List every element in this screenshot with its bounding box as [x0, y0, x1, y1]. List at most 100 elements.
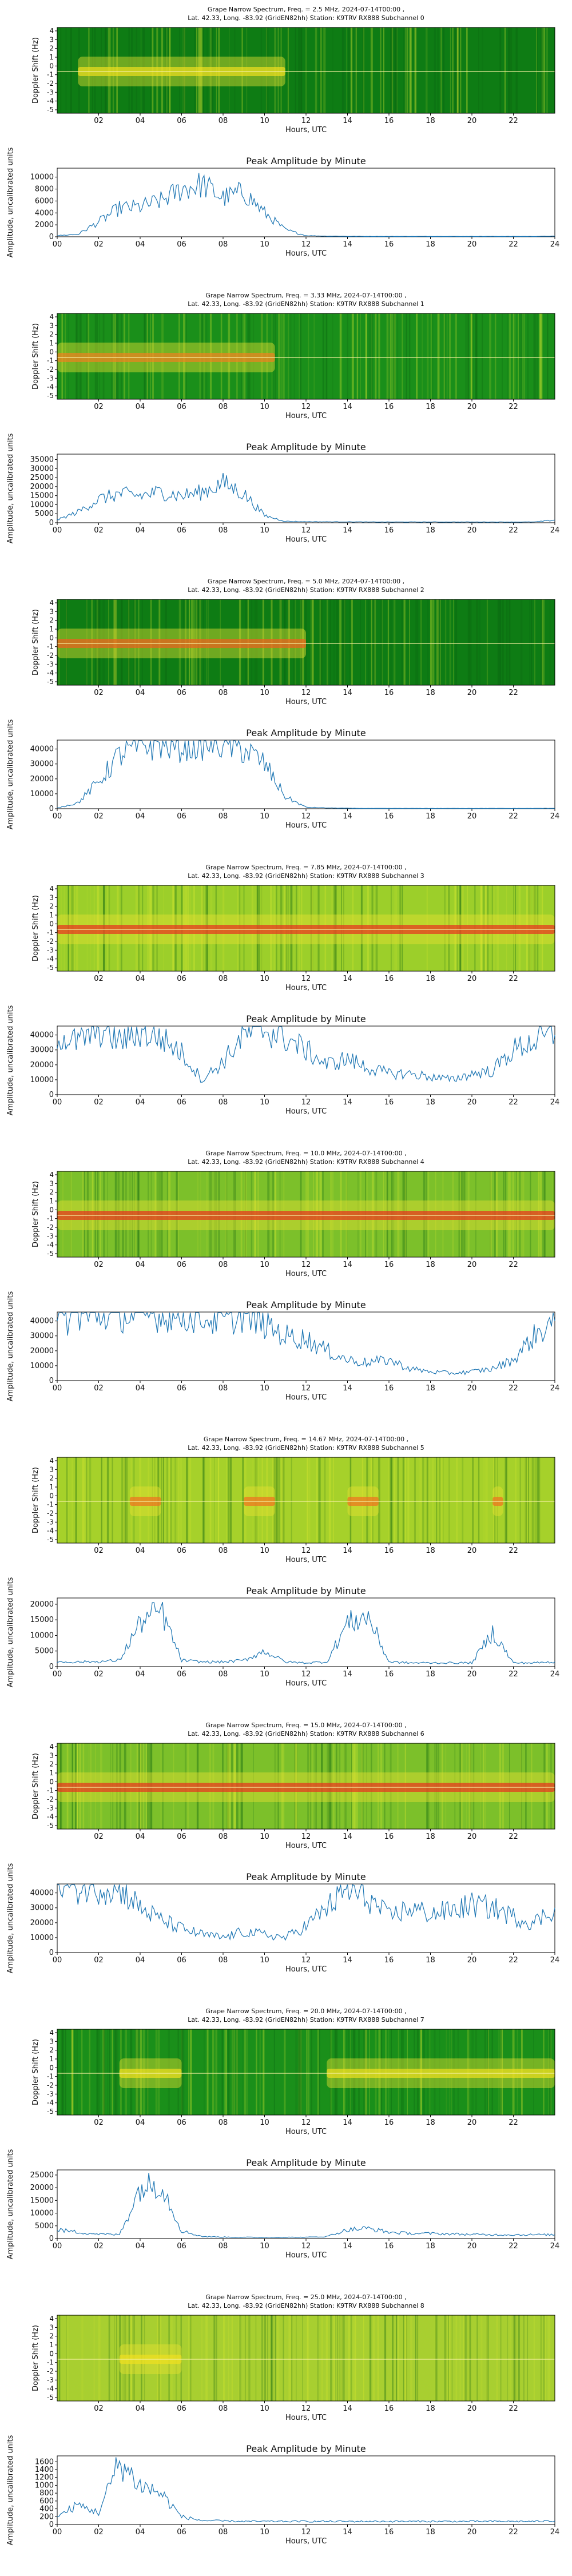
y-tick-label: -2 [47, 2081, 54, 2089]
noise-stripe [293, 313, 295, 399]
noise-stripe [181, 2029, 183, 2115]
noise-stripe [392, 313, 394, 399]
noise-stripe [74, 1457, 75, 1543]
amplitude-panel: Peak Amplitude by Minute0500010000150002… [6, 433, 559, 544]
noise-stripe [313, 313, 315, 399]
noise-stripe [422, 1457, 424, 1543]
noise-stripe [447, 2315, 449, 2401]
y-tick-label: -1 [47, 357, 54, 365]
noise-stripe [224, 2029, 227, 2115]
x-tick-label: 20 [467, 2118, 477, 2127]
noise-stripe [325, 2315, 328, 2401]
noise-stripe [85, 1457, 88, 1543]
noise-stripe [351, 599, 353, 685]
x-tick-label: 10 [260, 689, 269, 697]
x-tick-label: 12 [301, 403, 311, 411]
y-tick-label: 2 [49, 1474, 54, 1482]
noise-stripe [256, 2029, 257, 2115]
noise-stripe [341, 313, 343, 399]
x-tick-label: 16 [384, 2242, 394, 2251]
noise-stripe [456, 1457, 458, 1543]
noise-stripe [308, 313, 309, 399]
noise-stripe [371, 599, 372, 685]
y-axis-label: Doppler Shift (Hz) [31, 1467, 40, 1533]
noise-stripe [427, 1457, 430, 1543]
x-tick-label: 04 [136, 1832, 145, 1841]
x-tick-label: 14 [343, 812, 352, 821]
x-axis-label: Hours, UTC [285, 126, 327, 134]
noise-stripe [395, 27, 397, 113]
x-axis-label: Hours, UTC [285, 249, 327, 258]
x-tick-label: 20 [467, 1832, 477, 1841]
chart-title: Peak Amplitude by Minute [246, 1585, 366, 1596]
x-tick-label: 06 [177, 812, 186, 821]
noise-stripe [444, 599, 447, 685]
noise-stripe [430, 599, 432, 685]
x-tick-label: 18 [426, 1670, 435, 1679]
noise-stripe [332, 313, 333, 399]
y-axis-label: Doppler Shift (Hz) [31, 895, 40, 961]
y-tick-label: -5 [47, 2394, 54, 2402]
plot-frame [57, 1883, 555, 1953]
noise-stripe [519, 1457, 521, 1543]
y-tick-label: 0 [49, 2350, 54, 2358]
noise-stripe [307, 2029, 310, 2115]
noise-stripe [540, 313, 543, 399]
amplitude-panel: Peak Amplitude by Minute0200400600800100… [6, 2435, 559, 2546]
noise-stripe [538, 1457, 541, 1543]
noise-stripe [537, 313, 538, 399]
noise-stripe [348, 2315, 350, 2401]
noise-stripe [513, 2315, 516, 2401]
y-tick-label: -2 [47, 2367, 54, 2375]
noise-stripe [478, 27, 479, 113]
x-tick-label: 20 [467, 1547, 477, 1555]
noise-stripe [352, 313, 354, 399]
noise-stripe [404, 2315, 407, 2401]
noise-stripe [444, 313, 446, 399]
y-tick-label: -2 [47, 79, 54, 88]
noise-stripe [500, 2315, 502, 2401]
noise-stripe [316, 1457, 318, 1543]
x-tick-label: 06 [177, 1261, 186, 1269]
x-tick-label: 12 [301, 1384, 311, 1393]
noise-stripe [212, 2029, 214, 2115]
x-axis-label: Hours, UTC [285, 2537, 327, 2546]
noise-stripe [395, 27, 398, 113]
x-axis-label: Hours, UTC [285, 1965, 327, 1974]
noise-stripe [435, 2315, 438, 2401]
x-tick-label: 20 [467, 1384, 477, 1393]
noise-stripe [215, 2029, 217, 2115]
x-tick-label: 22 [509, 1547, 518, 1555]
x-tick-label: 14 [343, 975, 352, 983]
x-tick-label: 06 [177, 1384, 186, 1393]
noise-stripe [246, 2029, 248, 2115]
x-tick-label: 02 [94, 2242, 104, 2251]
noise-stripe [360, 313, 361, 399]
spectrogram-panel: Grape Narrow Spectrum, Freq. = 14.67 MHz… [31, 1436, 555, 1564]
plot-frame [57, 740, 555, 809]
x-tick-label: 14 [343, 1384, 352, 1393]
noise-stripe [283, 1457, 285, 1543]
x-axis-label: Hours, UTC [285, 821, 327, 830]
y-tick-label: 2 [49, 903, 54, 911]
noise-stripe [420, 599, 422, 685]
noise-stripe [318, 2315, 320, 2401]
y-tick-label: 1 [49, 1197, 54, 1205]
noise-stripe [444, 2315, 447, 2401]
noise-stripe [317, 2029, 319, 2115]
noise-stripe [369, 2315, 372, 2401]
noise-stripe [390, 313, 392, 399]
x-tick-label: 12 [301, 1832, 311, 1841]
y-tick-label: 0 [49, 233, 54, 241]
noise-stripe [377, 2315, 379, 2401]
noise-stripe [515, 27, 518, 113]
noise-stripe [343, 2315, 345, 2401]
noise-stripe [74, 2029, 76, 2115]
noise-stripe [531, 1457, 532, 1543]
x-axis-label: Hours, UTC [285, 535, 327, 544]
noise-stripe [319, 1457, 321, 1543]
noise-stripe [520, 599, 523, 685]
chart-title: Peak Amplitude by Minute [246, 2443, 366, 2454]
noise-stripe [107, 2029, 108, 2115]
